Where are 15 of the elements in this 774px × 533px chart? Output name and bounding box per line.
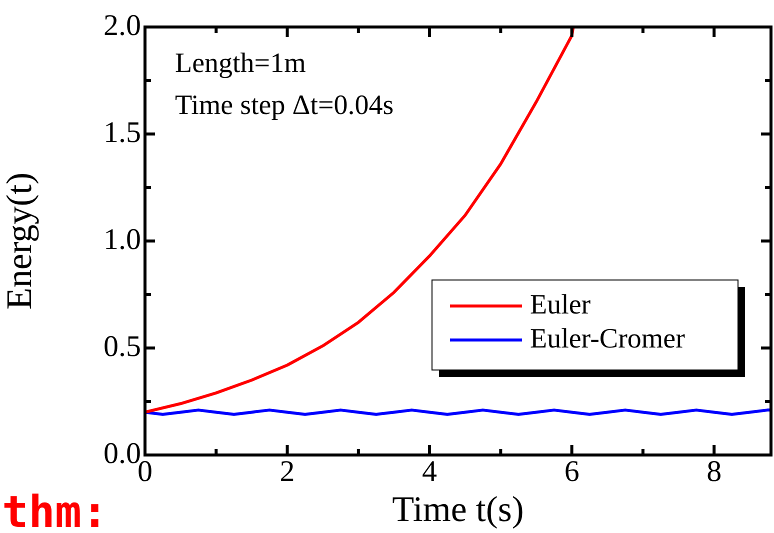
y-tick-label: 1.0 — [104, 222, 141, 256]
y-axis-title: Energy(t) — [0, 172, 40, 310]
legend-label: Euler-Cromer — [530, 323, 686, 354]
annotation: Time step Δt=0.04s — [175, 90, 394, 121]
x-axis-title: Time t(s) — [392, 488, 524, 529]
x-tick-label: 8 — [706, 454, 722, 488]
annotation: Length=1m — [175, 48, 306, 79]
y-tick-label: 0.5 — [104, 330, 141, 363]
text: thm: — [2, 487, 108, 533]
y-tick-label: 1.5 — [104, 116, 141, 149]
x-tick-label: 2 — [280, 454, 295, 488]
x-tick-label: 4 — [422, 454, 438, 488]
legend-label: Euler — [530, 289, 592, 320]
y-tick-label: 2.0 — [104, 8, 141, 42]
x-tick-label: 6 — [564, 454, 580, 488]
